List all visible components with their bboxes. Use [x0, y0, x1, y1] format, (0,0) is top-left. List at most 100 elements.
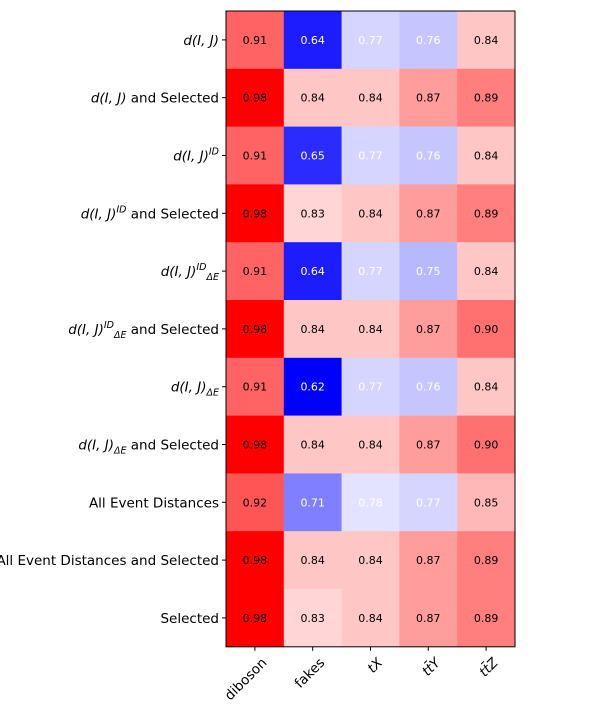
heatmap-cell	[457, 589, 516, 648]
heatmap-cell	[226, 589, 285, 648]
cell-value-label: 0.84	[358, 92, 383, 105]
cell-value-label: 0.87	[416, 439, 441, 452]
heatmap-cell	[226, 415, 285, 474]
row-label: All Event Distances and Selected	[0, 553, 219, 569]
cell-value-label: 0.64	[300, 265, 325, 278]
row-label: d(I, J)ID​	[173, 147, 219, 165]
row-label: d(I, J)ID​ΔE​ and Selected	[68, 320, 219, 341]
cell-value-label: 0.84	[358, 439, 383, 452]
cell-value-label: 0.87	[416, 612, 441, 625]
column-label: fakes	[292, 655, 329, 692]
cell-value-label: 0.84	[300, 92, 325, 105]
heatmap-cell	[341, 11, 400, 70]
cell-value-label: 0.76	[416, 34, 441, 47]
heatmap-cell	[399, 184, 458, 243]
heatmap-cell	[457, 415, 516, 474]
heatmap-cell	[399, 126, 458, 185]
cell-value-label: 0.89	[474, 207, 499, 220]
cell-value-label: 0.91	[243, 150, 268, 163]
heatmap-cell	[399, 300, 458, 359]
cell-value-label: 0.87	[416, 323, 441, 336]
cell-value-label: 0.65	[300, 150, 325, 163]
cell-value-label: 0.64	[300, 34, 325, 47]
heatmap-cell	[457, 126, 516, 185]
heatmap-cell	[341, 300, 400, 359]
cell-value-label: 0.91	[243, 381, 268, 394]
cell-value-label: 0.84	[358, 207, 383, 220]
cell-value-label: 0.98	[243, 207, 268, 220]
heatmap-cell	[457, 473, 516, 532]
cell-value-label: 0.77	[358, 381, 383, 394]
heatmap-cell	[226, 531, 285, 590]
cell-value-label: 0.98	[243, 439, 268, 452]
heatmap-cell	[226, 300, 285, 359]
heatmap-cell	[226, 11, 285, 70]
heatmap-cell	[283, 242, 342, 301]
heatmap-cell	[341, 242, 400, 301]
cell-value-label: 0.71	[300, 496, 325, 509]
cell-value-label: 0.89	[474, 612, 499, 625]
row-label: d(I, J)ΔE​	[171, 380, 219, 399]
cell-value-label: 0.84	[358, 612, 383, 625]
heatmap-cell	[341, 357, 400, 416]
cell-value-label: 0.84	[474, 34, 499, 47]
heatmap-cells: 0.91 0.64 0.77 0.76 0.84 0.98 0.84 0.84 0.87 0.89…	[226, 11, 516, 648]
cell-value-label: 0.92	[243, 496, 268, 509]
row-label: d(I, J) and Selected	[91, 91, 219, 107]
heatmap-cell	[457, 11, 516, 70]
cell-value-label: 0.98	[243, 323, 268, 336]
heatmap-cell	[341, 126, 400, 185]
cell-value-label: 0.89	[474, 554, 499, 567]
heatmap-cell	[341, 184, 400, 243]
heatmap-cell	[226, 473, 285, 532]
cell-value-label: 0.77	[358, 150, 383, 163]
heatmap-cell	[283, 11, 342, 70]
heatmap-cell	[283, 415, 342, 474]
heatmap-cell	[341, 531, 400, 590]
heatmap-cell	[399, 589, 458, 648]
cell-value-label: 0.84	[300, 439, 325, 452]
heatmap-cell	[283, 300, 342, 359]
row-label: Selected	[160, 611, 219, 627]
plot-frame	[225, 10, 516, 648]
heatmap-cell	[341, 589, 400, 648]
cell-value-label: 0.83	[300, 207, 325, 220]
column-label: diboson	[222, 655, 271, 704]
column-labels: diboson fakes tX tt̄Y tt̄Z	[222, 646, 502, 704]
heatmap-cell	[341, 68, 400, 127]
heatmap-cell	[283, 68, 342, 127]
cell-value-label: 0.76	[416, 150, 441, 163]
cell-value-label: 0.83	[300, 612, 325, 625]
cell-value-label: 0.98	[243, 612, 268, 625]
cell-value-label: 0.84	[474, 150, 499, 163]
cell-value-label: 0.91	[243, 265, 268, 278]
cell-value-label: 0.87	[416, 92, 441, 105]
heatmap-cell	[283, 184, 342, 243]
cell-value-label: 0.89	[474, 92, 499, 105]
heatmap-cell	[341, 415, 400, 474]
cell-value-label: 0.84	[300, 323, 325, 336]
cell-value-label: 0.84	[474, 265, 499, 278]
cell-value-label: 0.87	[416, 207, 441, 220]
heatmap-cell	[399, 415, 458, 474]
row-label: d(I, J)ID​ and Selected	[81, 204, 219, 222]
heatmap-cell	[399, 242, 458, 301]
heatmap-cell	[226, 126, 285, 185]
cell-value-label: 0.84	[358, 323, 383, 336]
heatmap-cell	[457, 357, 516, 416]
cell-value-label: 0.76	[416, 381, 441, 394]
heatmap-cell	[457, 68, 516, 127]
cell-value-label: 0.91	[243, 34, 268, 47]
heatmap-cell	[226, 357, 285, 416]
cell-value-label: 0.62	[300, 381, 325, 394]
heatmap-cell	[399, 68, 458, 127]
heatmap-cell	[226, 68, 285, 127]
cell-value-label: 0.84	[300, 554, 325, 567]
cell-value-label: 0.85	[474, 496, 499, 509]
heatmap-cell	[399, 357, 458, 416]
row-label: d(I, J)ΔE​ and Selected	[78, 438, 219, 457]
row-label: All Event Distances	[89, 495, 219, 511]
cell-value-label: 0.84	[358, 554, 383, 567]
cell-value-label: 0.75	[416, 265, 441, 278]
row-labels: d(I, J) d(I, J) and Selected d(I, J)ID​ d(I…	[0, 33, 226, 627]
